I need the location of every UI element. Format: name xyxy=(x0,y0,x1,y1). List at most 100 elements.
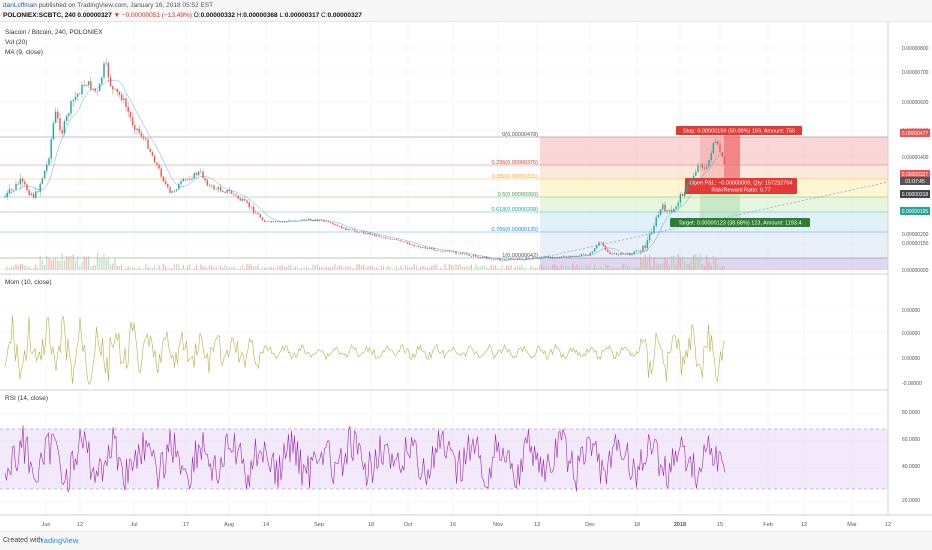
volume-bar xyxy=(642,258,644,270)
volume-bar xyxy=(24,265,26,270)
candle-body xyxy=(574,256,576,257)
candle-body xyxy=(270,221,272,223)
rsi-axis-tick: 60.0000 xyxy=(902,437,920,443)
volume-bar xyxy=(611,268,613,270)
candle-body xyxy=(96,91,99,92)
candle-body xyxy=(65,115,68,121)
volume-bar xyxy=(587,265,589,270)
fib-level-label: 0.5(0.00000260) xyxy=(498,192,539,198)
volume-bar xyxy=(413,264,415,270)
volume-bar xyxy=(605,264,607,270)
rsi-axis[interactable]: 80.0000 60.0000 40.0000 20.0000 xyxy=(902,410,920,504)
candle-body xyxy=(620,253,622,255)
chart-canvas[interactable]: 0(0.00000478) 0.236(0.00000375) 0.382(0.00… xyxy=(0,22,932,531)
volume-bar xyxy=(356,264,358,270)
tradingview-logo[interactable]: TradingView xyxy=(37,536,79,545)
candle-body xyxy=(697,165,699,173)
candle-body xyxy=(362,231,365,234)
candle-body xyxy=(582,254,585,255)
candle-body xyxy=(686,184,688,192)
volume-bar xyxy=(422,265,424,270)
momentum-line xyxy=(4,315,726,385)
volume-bar xyxy=(325,266,327,270)
candle-body xyxy=(332,222,334,225)
volume-bar xyxy=(690,259,692,270)
volume-bar xyxy=(305,266,307,270)
volume-bar xyxy=(237,268,239,270)
candle-body xyxy=(488,258,490,260)
time-axis[interactable]: Jun 12 Jul 17 Aug 14 Sep 18 Oct 16 Nov 13 Dec 18 2018 1… xyxy=(42,522,892,528)
candle-body xyxy=(246,200,248,203)
volume-bar xyxy=(310,268,312,270)
volume-bar xyxy=(226,265,228,270)
volume-bar xyxy=(574,266,576,270)
volume-bar xyxy=(257,264,259,270)
volume-bar xyxy=(327,267,329,270)
last-price: 0.00000327 xyxy=(77,12,112,19)
candle-body xyxy=(367,232,369,235)
candle-body xyxy=(226,190,228,193)
volume-bar xyxy=(321,266,323,270)
fibonacci-retracement[interactable]: 0(0.00000478) 0.236(0.00000375) 0.382(0.00… xyxy=(0,132,889,270)
created-with-text: Created with xyxy=(3,537,43,544)
low-value: 0.00000317 xyxy=(284,12,320,19)
candle-body xyxy=(497,258,499,260)
price-tag-text: 0.00000195 xyxy=(902,209,929,215)
price-axis-tick: 0.00000600 xyxy=(902,100,929,106)
candle-body xyxy=(70,101,72,114)
candle-body xyxy=(721,152,723,157)
candle-body xyxy=(591,251,594,253)
volume-bar xyxy=(44,265,46,270)
candle-body xyxy=(8,189,11,193)
volume-bar xyxy=(330,267,332,270)
candle-body xyxy=(413,244,415,247)
candle-body xyxy=(600,242,602,244)
long-position-tool[interactable]: Stop: 0.00000159 (50.00%) 159, Amount: 7… xyxy=(670,126,810,228)
volume-bar xyxy=(624,264,626,270)
volume-bar xyxy=(468,265,470,270)
candle-body xyxy=(151,151,154,156)
volume-bar xyxy=(662,263,664,270)
time-axis-tick: 18 xyxy=(368,522,374,528)
volume-bar xyxy=(151,267,153,270)
open-pnl-label: Open P&L: −0.00000009, Qty: 157232704Ris… xyxy=(685,178,797,194)
price-tag-text: 01:07:45 xyxy=(905,179,925,185)
volume-bar xyxy=(220,265,222,270)
volume-bar xyxy=(530,265,532,270)
candle-body xyxy=(50,139,52,159)
volume-bar xyxy=(558,268,560,270)
candle-body xyxy=(257,213,259,215)
candle-body xyxy=(527,257,530,259)
price-axis[interactable]: 0.000008000.000007000.000006000.00000500… xyxy=(902,46,929,274)
candle-body xyxy=(123,98,125,100)
volume-bar xyxy=(303,267,305,270)
volume-bar xyxy=(477,266,479,270)
candle-body xyxy=(505,259,508,261)
volume-bar xyxy=(627,265,629,270)
author-link[interactable]: danLcffman xyxy=(3,2,37,9)
volume-bar xyxy=(519,266,521,270)
price-axis-tick: 0.00000400 xyxy=(902,155,929,161)
volume-bar xyxy=(631,268,633,270)
candle-body xyxy=(547,256,550,258)
candle-body xyxy=(391,239,393,240)
candle-body xyxy=(360,231,363,233)
ma-line xyxy=(4,79,725,260)
candle-body xyxy=(571,255,574,257)
candle-body xyxy=(633,251,635,254)
volume-bar xyxy=(543,267,545,270)
time-axis-tick: 15 xyxy=(717,522,723,528)
price-tag-box xyxy=(900,170,930,178)
stop-label: Stop: 0.00000159 (50.00%) 159, Amount: 7… xyxy=(676,126,802,135)
candle-body xyxy=(395,239,398,240)
candle-body xyxy=(83,84,85,86)
price-tag-box xyxy=(900,129,930,137)
mom-axis[interactable]: 0.00000 0.00000 0.00000 -0.00000 xyxy=(902,308,922,387)
volume-bar xyxy=(26,265,28,270)
rsi-axis-tick: 80.0000 xyxy=(902,410,920,416)
candle-body xyxy=(131,117,134,126)
volume-bar xyxy=(657,264,659,270)
volume-bar xyxy=(679,258,681,270)
candle-body xyxy=(679,194,682,203)
volume-bar xyxy=(655,263,657,270)
